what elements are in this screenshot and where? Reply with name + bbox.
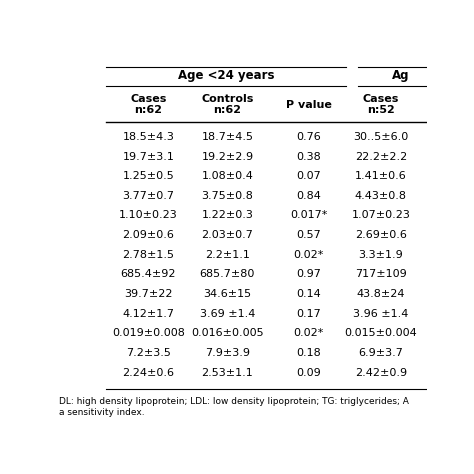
Text: 30..5±6.0: 30..5±6.0 [353,132,409,142]
Text: 1.25±0.5: 1.25±0.5 [122,171,174,181]
Text: 0.017*: 0.017* [290,210,328,220]
Text: 3.69 ±1.4: 3.69 ±1.4 [200,309,255,319]
Text: 39.7±22: 39.7±22 [124,289,173,299]
Text: a sensitivity index.: a sensitivity index. [59,408,145,417]
Text: 2.2±1.1: 2.2±1.1 [205,250,250,260]
Text: Cases
n:62: Cases n:62 [130,94,166,116]
Text: 0.02*: 0.02* [293,250,324,260]
Text: 0.015±0.004: 0.015±0.004 [345,328,417,338]
Text: 0.84: 0.84 [296,191,321,201]
Text: 18.5±4.3: 18.5±4.3 [122,132,174,142]
Text: 1.41±0.6: 1.41±0.6 [355,171,407,181]
Text: 34.6±15: 34.6±15 [203,289,252,299]
Text: 7.9±3.9: 7.9±3.9 [205,348,250,358]
Text: 685.7±80: 685.7±80 [200,269,255,279]
Text: 3.3±1.9: 3.3±1.9 [358,250,403,260]
Text: 2.09±0.6: 2.09±0.6 [122,230,174,240]
Text: 0.14: 0.14 [296,289,321,299]
Text: 0.016±0.005: 0.016±0.005 [191,328,264,338]
Text: Ag: Ag [392,69,410,82]
Text: 4.12±1.7: 4.12±1.7 [122,309,174,319]
Text: 1.08±0.4: 1.08±0.4 [201,171,254,181]
Text: 7.2±3.5: 7.2±3.5 [126,348,171,358]
Text: 3.96 ±1.4: 3.96 ±1.4 [353,309,409,319]
Text: Controls
n:62: Controls n:62 [201,94,254,116]
Text: 0.02*: 0.02* [293,328,324,338]
Text: 6.9±3.7: 6.9±3.7 [358,348,403,358]
Text: 1.07±0.23: 1.07±0.23 [351,210,410,220]
Text: 2.24±0.6: 2.24±0.6 [122,367,174,378]
Text: 2.69±0.6: 2.69±0.6 [355,230,407,240]
Text: 4.43±0.8: 4.43±0.8 [355,191,407,201]
Text: 3.77±0.7: 3.77±0.7 [122,191,174,201]
Text: 0.97: 0.97 [296,269,321,279]
Text: 2.42±0.9: 2.42±0.9 [355,367,407,378]
Text: 685.4±92: 685.4±92 [120,269,176,279]
Text: 0.57: 0.57 [296,230,321,240]
Text: 2.03±0.7: 2.03±0.7 [201,230,254,240]
Text: DL: high density lipoprotein; LDL: low density lipoprotein; TG: triglycerides; A: DL: high density lipoprotein; LDL: low d… [59,397,409,406]
Text: 0.17: 0.17 [296,309,321,319]
Text: 2.78±1.5: 2.78±1.5 [122,250,174,260]
Text: Age <24 years: Age <24 years [178,69,274,82]
Text: 19.2±2.9: 19.2±2.9 [201,152,254,162]
Text: 0.019±0.008: 0.019±0.008 [112,328,185,338]
Text: 0.38: 0.38 [296,152,321,162]
Text: 2.53±1.1: 2.53±1.1 [201,367,253,378]
Text: 18.7±4.5: 18.7±4.5 [201,132,254,142]
Text: 0.07: 0.07 [296,171,321,181]
Text: P value: P value [286,100,332,109]
Text: 22.2±2.2: 22.2±2.2 [355,152,407,162]
Text: 3.75±0.8: 3.75±0.8 [201,191,254,201]
Text: 43.8±24: 43.8±24 [356,289,405,299]
Text: 0.76: 0.76 [296,132,321,142]
Text: 19.7±3.1: 19.7±3.1 [122,152,174,162]
Text: 0.09: 0.09 [296,367,321,378]
Text: 717±109: 717±109 [355,269,407,279]
Text: 0.18: 0.18 [296,348,321,358]
Text: Cases
n:52: Cases n:52 [363,94,399,116]
Text: 1.10±0.23: 1.10±0.23 [119,210,178,220]
Text: 1.22±0.3: 1.22±0.3 [201,210,254,220]
